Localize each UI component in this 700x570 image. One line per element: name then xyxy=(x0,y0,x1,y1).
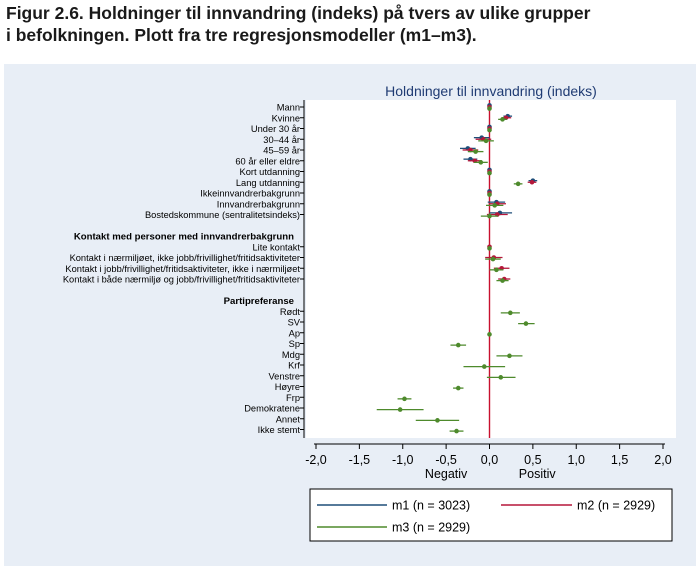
x-tick-label: -1,5 xyxy=(349,453,371,467)
x-label-negative: Negativ xyxy=(425,467,468,481)
row-label: Mann xyxy=(277,103,300,113)
row-label: Høyre xyxy=(275,382,300,392)
row-label: Ikkeinnvandrerbakgrunn xyxy=(200,189,300,199)
row-label: Ikke stemt xyxy=(258,425,301,435)
series-marks xyxy=(376,103,538,434)
figure-caption: Figur 2.6. Holdninger til innvandring (i… xyxy=(6,2,696,46)
row-label: Kvinne xyxy=(272,113,300,123)
row-label: Kontakt i både nærmiljø og jobb/frivilli… xyxy=(63,275,300,285)
row-label: 30–44 år xyxy=(263,135,300,145)
data-point xyxy=(487,246,492,251)
data-point xyxy=(494,267,499,273)
data-point xyxy=(492,203,498,208)
x-tick-label: 0,0 xyxy=(481,453,498,467)
data-point xyxy=(483,138,489,144)
data-point xyxy=(402,396,407,402)
row-label: 45–59 år xyxy=(263,146,300,156)
x-tick-label: 1,5 xyxy=(611,453,628,467)
figure-caption-line-2: i befolkningen. Plott fra tre regresjons… xyxy=(6,25,477,45)
data-point xyxy=(487,192,492,197)
legend: m1 (n = 3023) m2 (n = 2929) m3 (n = 2929) xyxy=(309,488,673,542)
row-header: Kontakt med personer med innvandrerbakgr… xyxy=(74,232,294,243)
legend-box xyxy=(309,488,673,542)
x-tick-label: -1,0 xyxy=(392,453,414,467)
data-point xyxy=(487,170,492,176)
data-point xyxy=(500,117,505,122)
data-point xyxy=(490,256,496,262)
row-label: Mdg xyxy=(282,350,300,360)
series-group xyxy=(376,106,535,434)
row-label: Annet xyxy=(276,414,301,424)
data-point xyxy=(473,149,478,154)
data-point xyxy=(478,160,484,165)
row-label: Ap xyxy=(289,328,300,338)
row-label: Innvandrerbakgrunn xyxy=(217,199,300,209)
data-point xyxy=(455,385,461,391)
row-label: Sp xyxy=(289,339,300,349)
row-label: SV xyxy=(288,318,301,328)
data-point xyxy=(455,342,461,348)
data-point xyxy=(498,375,504,380)
x-axis: -2,0 -1,5 -1,0 -0,5 0,0 0,5 1,0 1,5 2,0 Negativ Po… xyxy=(305,443,672,481)
data-point xyxy=(508,310,513,316)
data-point xyxy=(529,179,535,185)
data-point xyxy=(454,428,459,434)
x-tick-label: -2,0 xyxy=(305,453,327,467)
figure-caption-line-1: Figur 2.6. Holdninger til innvandring (i… xyxy=(6,3,591,23)
data-point xyxy=(487,213,492,219)
data-point xyxy=(487,106,492,111)
x-tick-label: 1,0 xyxy=(568,453,585,467)
row-label: Lite kontakt xyxy=(252,242,300,252)
row-header: Partipreferanse xyxy=(224,296,294,307)
data-point xyxy=(515,181,521,187)
row-label: Krf xyxy=(288,361,300,371)
chart-title: Holdninger til innvandring (indeks) xyxy=(385,83,597,99)
row-label: Kort utdanning xyxy=(240,167,300,177)
row-label: Demokratene xyxy=(244,404,300,414)
x-label-positive: Positiv xyxy=(519,467,557,481)
x-tick-label: 0,5 xyxy=(524,453,541,467)
row-label: Frp xyxy=(286,393,300,403)
chart-panel: Holdninger til innvandring (indeks) Mann… xyxy=(4,64,696,566)
row-label: Rødt xyxy=(280,307,301,317)
data-point xyxy=(507,353,512,359)
row-label: Kontakt i nærmiljøet, ikke jobb/frivilli… xyxy=(70,253,300,263)
data-point xyxy=(487,332,492,337)
legend-entry: m1 (n = 3023) xyxy=(392,499,470,513)
x-tick-label: 2,0 xyxy=(654,453,671,467)
row-label: Under 30 år xyxy=(251,124,300,134)
row-label: Lang utdanning xyxy=(236,178,300,188)
data-point xyxy=(397,407,403,412)
data-point xyxy=(435,418,440,423)
legend-entry: m2 (n = 2929) xyxy=(577,499,655,513)
coefficient-plot: Holdninger til innvandring (indeks) Mann… xyxy=(63,83,676,542)
plot-area xyxy=(306,100,676,438)
row-label: 60 år eller eldre xyxy=(235,156,300,166)
row-label: Kontakt i jobb/frivillighet/fritidsaktiv… xyxy=(65,264,300,274)
legend-entry: m3 (n = 2929) xyxy=(392,521,470,535)
row-label: Bostedskommune (sentralitetsindeks) xyxy=(145,210,300,220)
data-point xyxy=(523,321,529,326)
x-tick-label: -0,5 xyxy=(435,453,457,467)
data-point xyxy=(481,364,487,369)
row-label: Venstre xyxy=(268,371,300,381)
data-point xyxy=(500,278,505,283)
data-point xyxy=(487,127,492,133)
